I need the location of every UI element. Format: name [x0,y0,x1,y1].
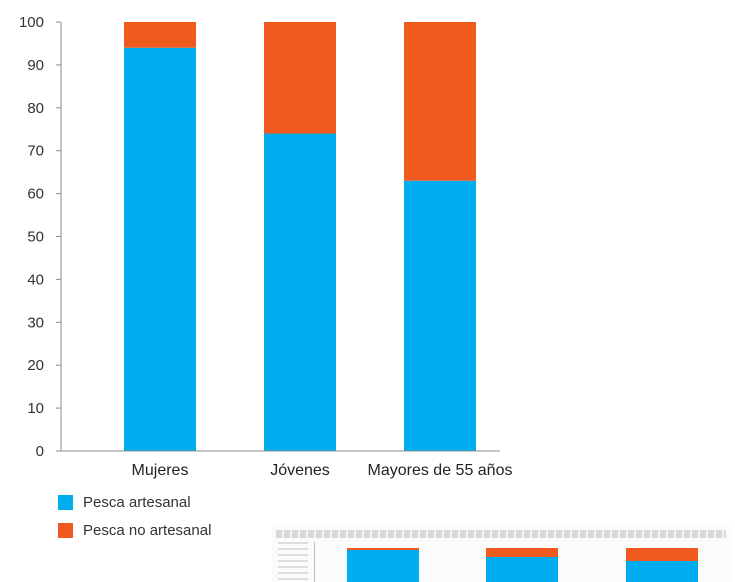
y-tick-label: 20 [27,357,44,374]
legend-item-pesca-artesanal: Pesca artesanal [58,488,211,516]
thumbnail-bar-jovenes [486,548,558,582]
legend-item-pesca-no-artesanal: Pesca no artesanal [58,516,211,544]
x-tick-label-mayores-de-55-anos: Mayores de 55 años [368,462,513,479]
y-tick-label: 60 [27,186,44,203]
bar-mayores-de-55-anos-pesca-artesanal [404,180,476,452]
bar-jovenes-pesca-artesanal [264,133,336,452]
x-axis: Mujeres Jóvenes Mayores de 55 años [61,450,513,479]
x-tick-label-jovenes: Jóvenes [270,462,330,479]
stacked-bar-chart: 0 10 20 30 40 50 60 70 80 90 100 Mujeres Jóvenes May… [19,14,513,479]
y-tick-label: 40 [27,271,44,288]
legend-label-pesca-no-artesanal: Pesca no artesanal [83,521,212,539]
y-axis: 0 10 20 30 40 50 60 70 80 90 100 [19,14,62,460]
y-tick-label: 80 [27,100,44,117]
thumbnail-bar-mayores [626,548,698,582]
y-tick-label: 90 [27,57,44,74]
bars [124,22,476,452]
y-tick-label: 10 [27,400,44,417]
y-tick-label: 100 [19,14,44,31]
y-tick-label: 0 [36,443,44,460]
legend-label-pesca-artesanal: Pesca artesanal [83,493,191,511]
thumbnail-axis-ticks [278,542,308,582]
bar-jovenes-pesca-no-artesanal [264,22,336,134]
thumbnail-axis [314,542,315,582]
y-tick-label: 30 [27,314,44,331]
legend-swatch-pesca-artesanal [58,494,73,510]
legend-swatch-pesca-no-artesanal [58,522,73,538]
x-tick-label-mujeres: Mujeres [132,462,189,479]
y-tick-label: 50 [27,229,44,246]
thumbnail-bar-mujeres [347,548,419,582]
thumbnail-header [276,530,726,538]
bar-mujeres-pesca-no-artesanal [124,22,196,48]
y-tick-label: 70 [27,143,44,160]
bar-mayores-de-55-anos-pesca-no-artesanal [404,22,476,181]
legend: Pesca artesanal Pesca no artesanal [58,488,211,544]
bar-mujeres-pesca-artesanal [124,47,196,452]
thumbnail-preview [272,526,732,582]
